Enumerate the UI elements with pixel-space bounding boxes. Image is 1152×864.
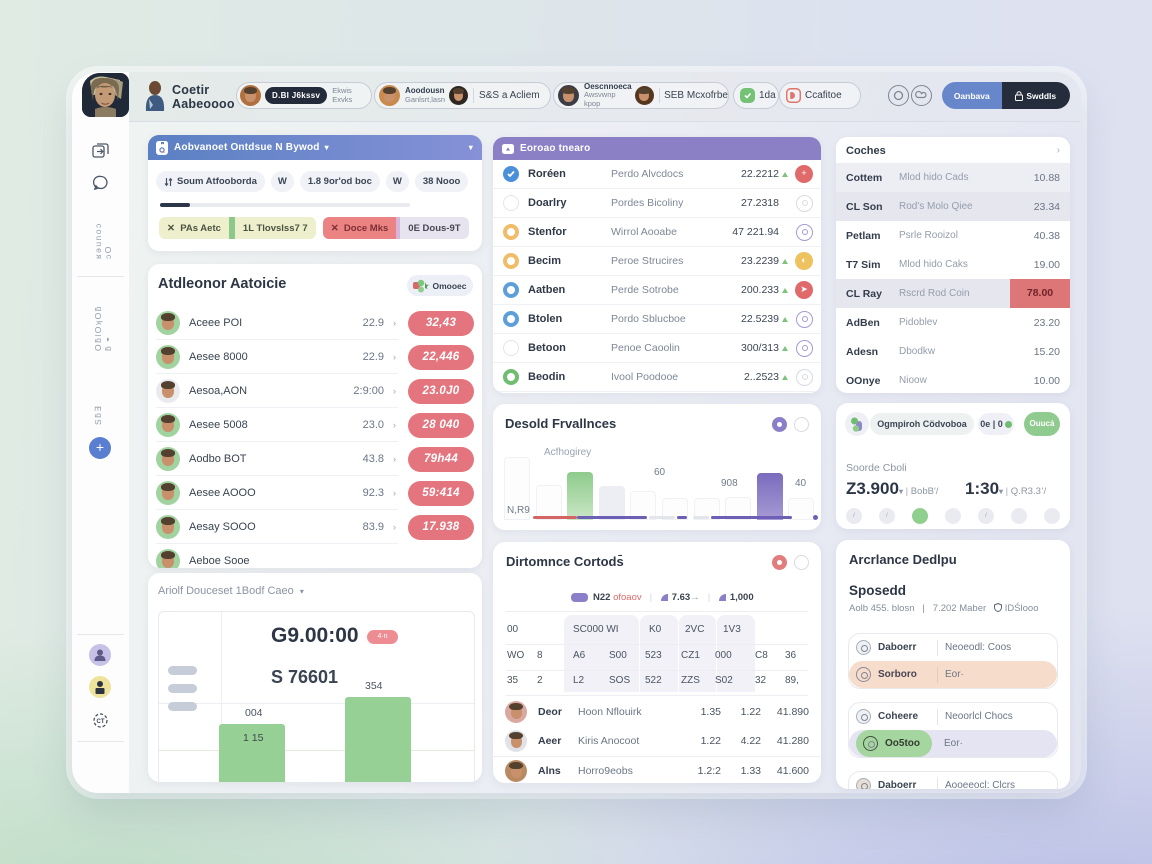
svg-text:CT: CT <box>97 719 105 725</box>
